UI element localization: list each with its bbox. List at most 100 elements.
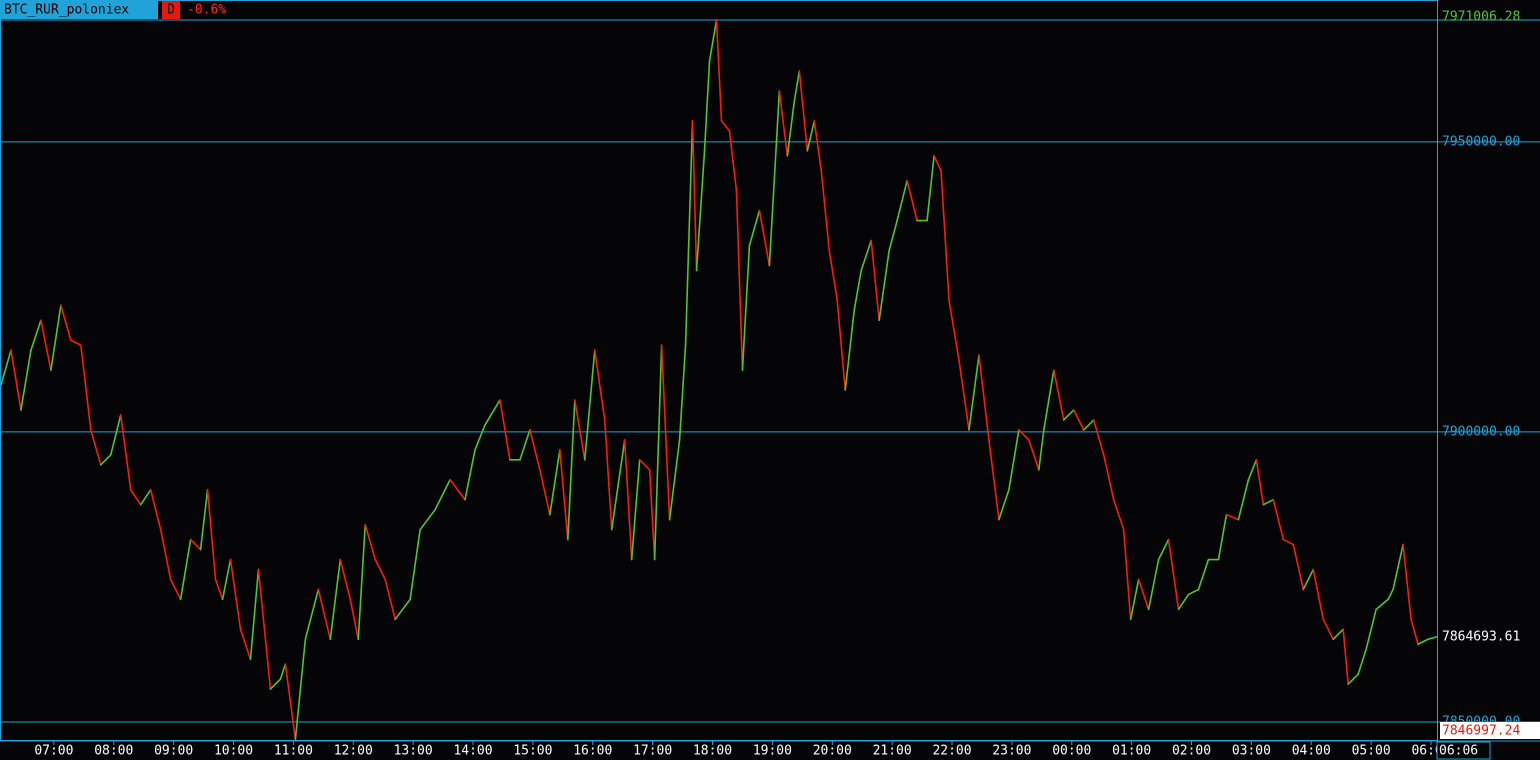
current-time: 06:06 — [1439, 744, 1478, 759]
price-segment — [870, 239, 880, 322]
price-segment — [735, 189, 744, 371]
price-segment — [257, 568, 272, 690]
price-segment — [1255, 459, 1265, 506]
timeframe-box — [162, 1, 180, 19]
price-segment — [1427, 635, 1438, 641]
price-segment — [129, 488, 142, 506]
price-segment — [998, 488, 1010, 521]
price-segment — [968, 354, 980, 431]
price-segment — [708, 19, 718, 62]
price-segment — [10, 349, 22, 411]
price-segment — [559, 449, 569, 541]
x-tick-label: 20:00 — [813, 744, 852, 759]
price-segment — [474, 424, 486, 451]
price-segment — [99, 454, 112, 466]
price-segment — [653, 344, 663, 561]
price-segment — [539, 469, 551, 516]
price-segment — [728, 130, 738, 192]
price-segment — [1092, 419, 1105, 456]
price-segment — [357, 523, 367, 641]
price-segment — [813, 120, 823, 172]
price-segment — [1167, 538, 1180, 611]
price-segment — [1008, 429, 1020, 491]
timeframe: D — [167, 3, 175, 18]
symbol-box — [0, 0, 158, 19]
x-tick-label: 05:00 — [1352, 744, 1391, 759]
price-segment — [1312, 568, 1325, 621]
price-segment — [703, 60, 711, 152]
price-segment — [214, 578, 224, 601]
price-segment — [828, 249, 839, 302]
price-segment — [574, 399, 586, 461]
x-tick-label: 10:00 — [214, 744, 253, 759]
price-segment — [249, 568, 260, 661]
price-segment — [1177, 593, 1190, 611]
price-segment — [419, 508, 436, 531]
price-segment — [836, 299, 847, 391]
x-tick-label: 11:00 — [274, 744, 313, 759]
price-segment — [720, 120, 731, 132]
x-tick-label: 07:00 — [34, 744, 73, 759]
price-segment — [1129, 578, 1140, 621]
price-segment — [860, 239, 872, 272]
price-segment — [269, 678, 282, 690]
price-segment — [409, 528, 421, 601]
price-segment — [958, 359, 970, 431]
price-segment — [623, 439, 633, 561]
x-tick-label: 14:00 — [453, 744, 492, 759]
price-segment — [1387, 588, 1394, 601]
price-segment — [906, 179, 918, 222]
price-segment — [630, 459, 641, 561]
price-segment — [364, 523, 377, 561]
price-segment — [691, 120, 698, 272]
price-segment — [1292, 543, 1305, 591]
price-segment — [1187, 588, 1200, 596]
price-segment — [50, 304, 62, 371]
price-segment — [668, 439, 681, 521]
x-tick-label: 16:00 — [573, 744, 612, 759]
price-segment — [1342, 628, 1349, 685]
price-segment — [1375, 598, 1389, 611]
price-segment — [926, 155, 935, 222]
price-segment — [279, 663, 287, 680]
price-segment — [1332, 628, 1344, 641]
price-segment — [1043, 369, 1055, 431]
price-segment — [199, 488, 209, 551]
price-segment — [1302, 568, 1315, 591]
price-segment — [159, 528, 172, 581]
price-segment — [768, 90, 781, 267]
x-tick-label: 03:00 — [1232, 744, 1271, 759]
price-segment — [1122, 528, 1132, 621]
price-segment — [206, 488, 217, 581]
price-segment — [0, 349, 12, 386]
plot — [0, 19, 1540, 741]
price-segment — [948, 299, 960, 361]
x-tick-label: 13:00 — [394, 744, 433, 759]
price-segment — [464, 449, 476, 501]
price-segment — [878, 249, 890, 322]
price-segment — [1157, 538, 1170, 561]
price-segment — [449, 478, 466, 501]
price-segment — [1072, 409, 1085, 431]
price-segment — [1147, 558, 1160, 611]
price-segment — [349, 598, 360, 641]
price-segment — [1272, 498, 1285, 541]
price-segment — [60, 304, 72, 342]
high-label: 7971006.28 — [1442, 10, 1520, 25]
x-tick-label: 23:00 — [992, 744, 1031, 759]
price-segment — [715, 19, 723, 122]
price-segment — [329, 558, 342, 641]
price-segment — [741, 244, 751, 371]
price-segment — [988, 439, 1000, 521]
price-segment — [1392, 543, 1404, 591]
x-tick-label: 22:00 — [932, 744, 971, 759]
price-segment — [786, 100, 796, 157]
price-segment — [109, 414, 122, 456]
price-segment — [20, 349, 32, 411]
price-segment — [1410, 618, 1419, 646]
low-label: 7846997.24 — [1442, 724, 1520, 739]
price-segment — [179, 538, 192, 601]
price-segment — [844, 309, 856, 391]
price-segment — [567, 399, 576, 541]
